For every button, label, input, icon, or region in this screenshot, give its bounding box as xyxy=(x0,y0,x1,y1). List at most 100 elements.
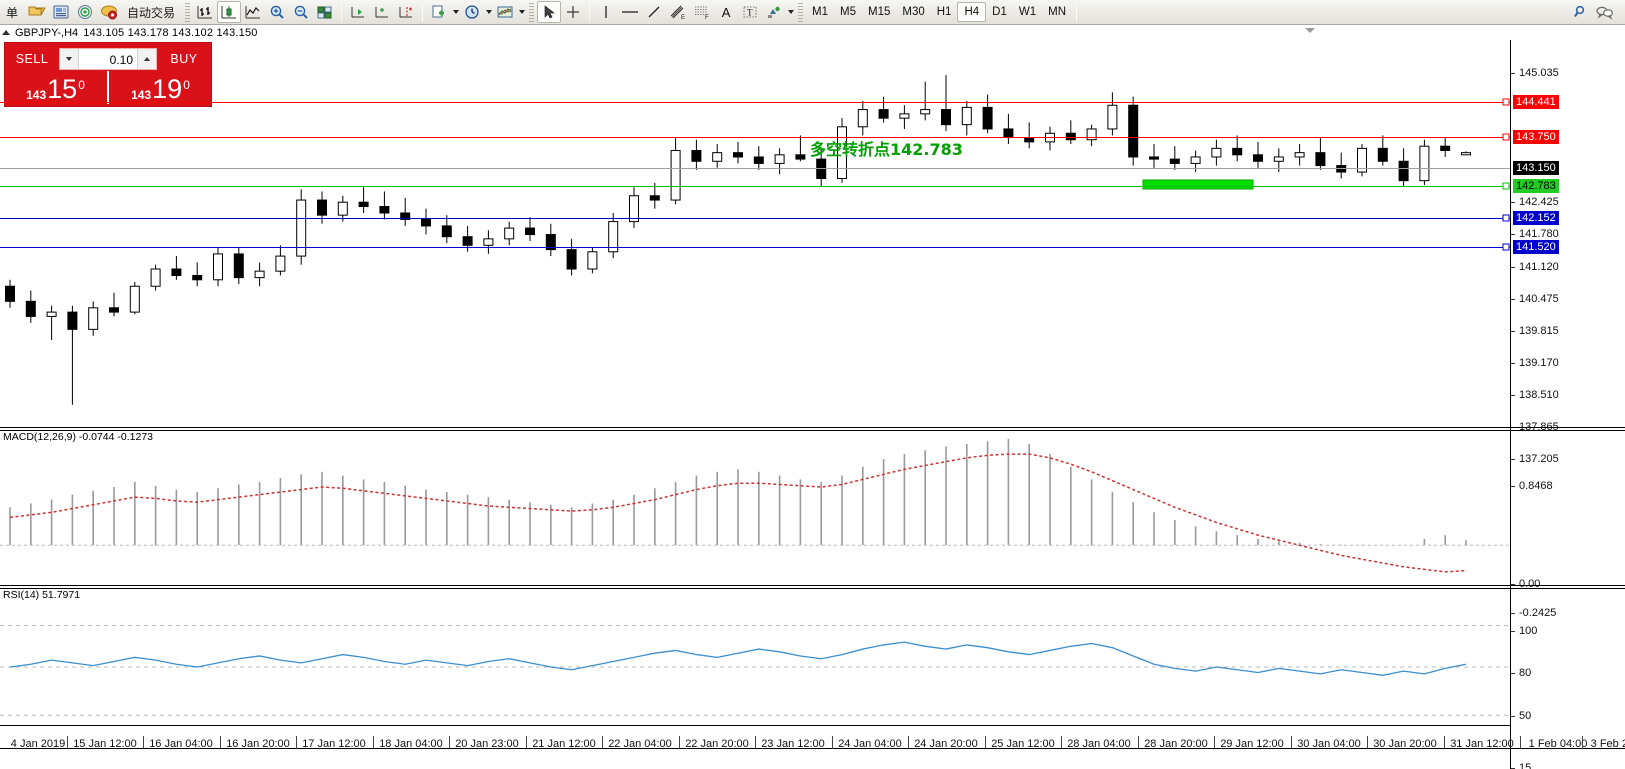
chart-annotation[interactable]: 多空转折点142.783 xyxy=(810,140,963,159)
indicators-icon[interactable] xyxy=(493,1,517,23)
chart-shift-icon[interactable] xyxy=(370,1,394,23)
bar-chart-icon[interactable] xyxy=(193,1,217,23)
macd-pane-top-divider2 xyxy=(0,430,1625,431)
support-142152-line[interactable] xyxy=(0,218,1510,219)
time-axis-separator xyxy=(1582,736,1583,749)
candle xyxy=(753,146,764,170)
resistance-144441-line[interactable] xyxy=(0,102,1510,103)
tf-m15[interactable]: M15 xyxy=(868,6,891,18)
text-a-icon[interactable]: A xyxy=(721,4,731,20)
new-order-button[interactable]: 单 xyxy=(0,1,25,24)
sell-button[interactable]: SELL xyxy=(9,47,55,70)
search-icon[interactable] xyxy=(1569,1,1593,23)
news-icon[interactable] xyxy=(49,1,73,23)
time-axis-label: 31 Jan 12:00 xyxy=(1450,738,1514,750)
time-axis-separator xyxy=(220,736,221,749)
volume-decrement-icon[interactable] xyxy=(60,48,79,69)
toolbar-grip[interactable] xyxy=(798,2,804,22)
chevron-down-icon[interactable] xyxy=(517,1,526,23)
trendline-icon[interactable] xyxy=(642,1,666,23)
vertical-line-icon[interactable] xyxy=(594,1,618,23)
fibonacci-f-icon[interactable]: F xyxy=(690,1,714,23)
tf-m5[interactable]: M5 xyxy=(840,6,856,18)
clock-icon[interactable] xyxy=(460,1,484,23)
toolbar-grip[interactable] xyxy=(529,2,535,22)
objects-icon[interactable] xyxy=(762,1,786,23)
zoom-in-icon[interactable] xyxy=(265,1,289,23)
line-chart-icon[interactable] xyxy=(241,1,265,23)
price-pane-canvas[interactable] xyxy=(0,40,1510,430)
auto-scroll-icon[interactable] xyxy=(346,1,370,23)
pivot-142783-line[interactable] xyxy=(0,186,1510,187)
volume-increment-icon[interactable] xyxy=(137,48,156,69)
tf-h1[interactable]: H1 xyxy=(936,6,952,18)
time-axis-separator xyxy=(1444,736,1445,749)
axis-tick-mark xyxy=(1511,613,1515,614)
time-axis-separator xyxy=(832,736,833,749)
tile-windows-icon[interactable] xyxy=(313,1,337,23)
rectangle-object[interactable] xyxy=(1142,179,1254,190)
collapse-triangle-icon[interactable] xyxy=(2,30,10,35)
chevron-down-icon[interactable] xyxy=(484,1,493,23)
arrow-cursor-icon[interactable] xyxy=(537,1,562,23)
volume-stepper[interactable]: 0.10 xyxy=(59,47,157,70)
tf-m1[interactable]: M1 xyxy=(812,6,829,18)
tf-m30[interactable]: M30 xyxy=(902,6,925,18)
toolbar-grip[interactable] xyxy=(185,2,191,22)
chat-icon[interactable] xyxy=(1593,1,1617,23)
time-axis-separator xyxy=(526,736,527,749)
radar-icon[interactable] xyxy=(73,1,97,23)
tf-mn[interactable]: MN xyxy=(1048,6,1066,18)
scroll-indicator-icon[interactable] xyxy=(1305,28,1315,33)
text-label-icon[interactable]: T xyxy=(738,1,762,23)
resistance-143750-line[interactable] xyxy=(0,137,1510,138)
support-142152-tag: 142.152 xyxy=(1513,211,1559,225)
chart-container[interactable]: 145.035 142.425 141.780 141.120 140.475 139.8… xyxy=(0,40,1625,769)
axis-tick-label: 50 xyxy=(1519,710,1532,722)
crosshair-icon[interactable] xyxy=(561,1,585,23)
candlestick-icon[interactable] xyxy=(217,1,242,23)
volume-input[interactable]: 0.10 xyxy=(109,52,133,67)
time-axis[interactable]: 4 Jan 2019 15 Jan 12:00 16 Jan 04:00 16 Jan… xyxy=(0,725,1625,769)
rsi-pane-canvas[interactable] xyxy=(0,592,1510,748)
candle xyxy=(1461,151,1471,156)
candle xyxy=(296,189,307,265)
sell-price-display[interactable]: 143 15 0 xyxy=(7,71,104,104)
time-axis-separator xyxy=(1214,736,1215,749)
tf-w1[interactable]: W1 xyxy=(1018,6,1037,18)
time-axis-label: 16 Jan 20:00 xyxy=(226,738,290,750)
channel-e-icon[interactable]: E xyxy=(666,1,690,23)
candle xyxy=(920,81,931,121)
time-axis-separator xyxy=(755,736,756,749)
buy-button[interactable]: BUY xyxy=(161,47,207,70)
time-axis-label: 28 Jan 04:00 xyxy=(1067,738,1131,750)
zoom-out-icon[interactable] xyxy=(289,1,313,23)
macd-pane-canvas[interactable] xyxy=(0,432,1510,582)
time-axis-label: 28 Jan 20:00 xyxy=(1144,738,1208,750)
folder-icon[interactable] xyxy=(25,1,49,23)
new-doc-icon[interactable] xyxy=(427,1,451,23)
buy-price-display[interactable]: 143 19 0 xyxy=(112,71,209,104)
candle xyxy=(1377,135,1388,166)
horizontal-line-icon[interactable] xyxy=(618,1,642,23)
main-toolbar: 单 自动交易 xyxy=(0,0,1625,25)
tf-h4[interactable]: H4 xyxy=(957,2,987,22)
support-141520-handle[interactable] xyxy=(1502,243,1510,251)
current-price-143150-line[interactable] xyxy=(0,168,1510,169)
chevron-down-icon[interactable] xyxy=(451,1,460,23)
pivot-142783-handle[interactable] xyxy=(1502,182,1510,190)
candle xyxy=(129,281,140,315)
candle xyxy=(1336,152,1347,179)
chart-offset-icon[interactable] xyxy=(394,1,418,23)
support-141520-line[interactable] xyxy=(0,247,1510,248)
time-axis-label: 22 Jan 04:00 xyxy=(608,738,672,750)
tf-d1[interactable]: D1 xyxy=(992,6,1007,18)
resistance-144441-handle[interactable] xyxy=(1502,98,1510,106)
candle xyxy=(1294,144,1305,166)
resistance-143750-handle[interactable] xyxy=(1502,133,1510,141)
chevron-down-icon[interactable] xyxy=(786,1,795,23)
candle xyxy=(25,290,36,323)
autotrade-icon[interactable] xyxy=(97,1,121,23)
autotrading-button[interactable]: 自动交易 xyxy=(121,1,182,24)
support-142152-handle[interactable] xyxy=(1502,214,1510,222)
